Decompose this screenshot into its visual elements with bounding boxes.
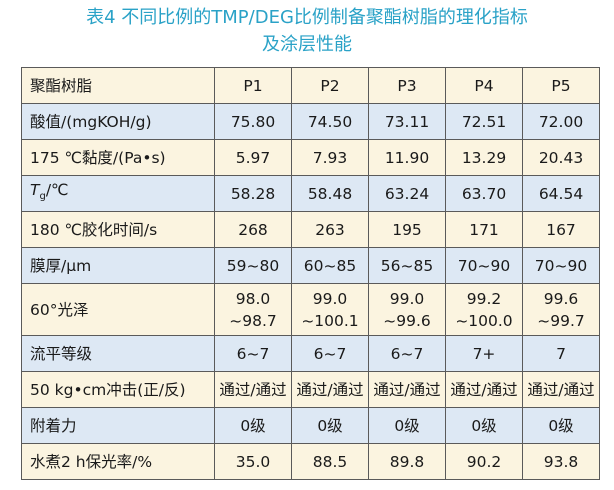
table-cell: 72.00 — [522, 103, 600, 140]
row-label: 60°光泽 — [21, 283, 215, 336]
table-cell: 195 — [368, 211, 446, 248]
table-cell: 11.90 — [368, 139, 446, 176]
table-cell: 74.50 — [291, 103, 369, 140]
table-cell: 0级 — [214, 407, 292, 444]
table-cell: 通过/通过 — [291, 371, 369, 408]
table-cell: 268 — [214, 211, 292, 248]
table-cell: 98.0 ~98.7 — [214, 283, 292, 336]
title-line-2: 及涂层性能 — [262, 34, 352, 55]
row-label: 附着力 — [21, 407, 215, 444]
cell-line: ~99.6 — [383, 311, 431, 330]
header-cell: P1 — [214, 67, 292, 104]
table-title: 表4 不同比例的TMP/DEG比例制备聚酯树脂的理化指标 及涂层性能 — [0, 4, 614, 58]
row-label: 酸值/(mgKOH/g) — [21, 103, 215, 140]
table-cell: 63.70 — [445, 175, 523, 212]
cell-line: ~98.7 — [229, 311, 277, 330]
table-row: 175 ℃黏度/(Pa•s) 5.97 7.93 11.90 13.29 20.… — [21, 139, 600, 176]
table-cell: 167 — [522, 211, 600, 248]
table-cell: 70~90 — [522, 247, 600, 284]
table-cell: 7+ — [445, 335, 523, 372]
table-cell: 20.43 — [522, 139, 600, 176]
row-label-main: T — [30, 180, 40, 199]
table-cell: 59~80 — [214, 247, 292, 284]
table-header-row: 聚酯树脂 P1 P2 P3 P4 P5 — [21, 67, 600, 104]
table-cell: 99.0 ~100.1 — [291, 283, 369, 336]
table-cell: 58.28 — [214, 175, 292, 212]
table-cell: 5.97 — [214, 139, 292, 176]
row-label: 水煮2 h保光率/% — [21, 443, 215, 480]
table-row: 水煮2 h保光率/% 35.0 88.5 89.8 90.2 93.8 — [21, 443, 600, 480]
table-cell: 99.6 ~99.7 — [522, 283, 600, 336]
table-cell: 通过/通过 — [522, 371, 600, 408]
table-cell: 60~85 — [291, 247, 369, 284]
table-cell: 58.48 — [291, 175, 369, 212]
cell-line: 98.0 — [235, 289, 271, 308]
table-cell: 90.2 — [445, 443, 523, 480]
cell-line: ~99.7 — [537, 311, 585, 330]
table-row: 酸值/(mgKOH/g) 75.80 74.50 73.11 72.51 72.… — [21, 103, 600, 140]
table-cell: 89.8 — [368, 443, 446, 480]
row-label: 膜厚/μm — [21, 247, 215, 284]
properties-table: 聚酯树脂 P1 P2 P3 P4 P5 酸值/(mgKOH/g) 75.80 7… — [21, 67, 600, 480]
table-cell: 88.5 — [291, 443, 369, 480]
table-cell: 通过/通过 — [214, 371, 292, 408]
header-cell: P3 — [368, 67, 446, 104]
table-cell: 99.2 ~100.0 — [445, 283, 523, 336]
table-cell: 99.0 ~99.6 — [368, 283, 446, 336]
table-cell: 56~85 — [368, 247, 446, 284]
table-row: 附着力 0级 0级 0级 0级 0级 — [21, 407, 600, 444]
cell-line: 99.0 — [389, 289, 425, 308]
table-cell: 75.80 — [214, 103, 292, 140]
cell-line: ~100.0 — [455, 311, 513, 330]
header-cell: P5 — [522, 67, 600, 104]
table-cell: 35.0 — [214, 443, 292, 480]
row-label: 180 ℃胶化时间/s — [21, 211, 215, 248]
table-row: Tg/℃ 58.28 58.48 63.24 63.70 64.54 — [21, 175, 600, 212]
row-label-tail: /℃ — [45, 180, 69, 199]
header-cell: P4 — [445, 67, 523, 104]
table-cell: 通过/通过 — [368, 371, 446, 408]
row-label: Tg/℃ — [21, 175, 215, 212]
table-row: 流平等级 6~7 6~7 6~7 7+ 7 — [21, 335, 600, 372]
cell-line: 99.6 — [543, 289, 579, 308]
table-cell: 70~90 — [445, 247, 523, 284]
table-cell: 263 — [291, 211, 369, 248]
table-cell: 通过/通过 — [445, 371, 523, 408]
table-cell: 73.11 — [368, 103, 446, 140]
table-cell: 0级 — [291, 407, 369, 444]
header-cell: 聚酯树脂 — [21, 67, 215, 104]
table-cell: 171 — [445, 211, 523, 248]
table-row: 180 ℃胶化时间/s 268 263 195 171 167 — [21, 211, 600, 248]
table-cell: 72.51 — [445, 103, 523, 140]
header-cell: P2 — [291, 67, 369, 104]
table-row: 50 kg•cm冲击(正/反) 通过/通过 通过/通过 通过/通过 通过/通过 … — [21, 371, 600, 408]
table-cell: 93.8 — [522, 443, 600, 480]
table-cell: 0级 — [368, 407, 446, 444]
table-cell: 0级 — [445, 407, 523, 444]
row-label-sub: g — [39, 191, 46, 203]
table-cell: 6~7 — [214, 335, 292, 372]
title-line-1: 表4 不同比例的TMP/DEG比例制备聚酯树脂的理化指标 — [86, 7, 528, 28]
table-cell: 63.24 — [368, 175, 446, 212]
table-cell: 7 — [522, 335, 600, 372]
cell-line: 99.2 — [466, 289, 502, 308]
cell-line: ~100.1 — [301, 311, 359, 330]
row-label: 50 kg•cm冲击(正/反) — [21, 371, 215, 408]
table-row: 膜厚/μm 59~80 60~85 56~85 70~90 70~90 — [21, 247, 600, 284]
table-cell: 7.93 — [291, 139, 369, 176]
table-row: 60°光泽 98.0 ~98.7 99.0 ~100.1 99.0 ~99.6 99.… — [21, 283, 600, 336]
cell-line: 99.0 — [312, 289, 348, 308]
table-cell: 6~7 — [368, 335, 446, 372]
row-label: 流平等级 — [21, 335, 215, 372]
table-cell: 0级 — [522, 407, 600, 444]
table-cell: 6~7 — [291, 335, 369, 372]
table-cell: 64.54 — [522, 175, 600, 212]
row-label: 175 ℃黏度/(Pa•s) — [21, 139, 215, 176]
table-cell: 13.29 — [445, 139, 523, 176]
